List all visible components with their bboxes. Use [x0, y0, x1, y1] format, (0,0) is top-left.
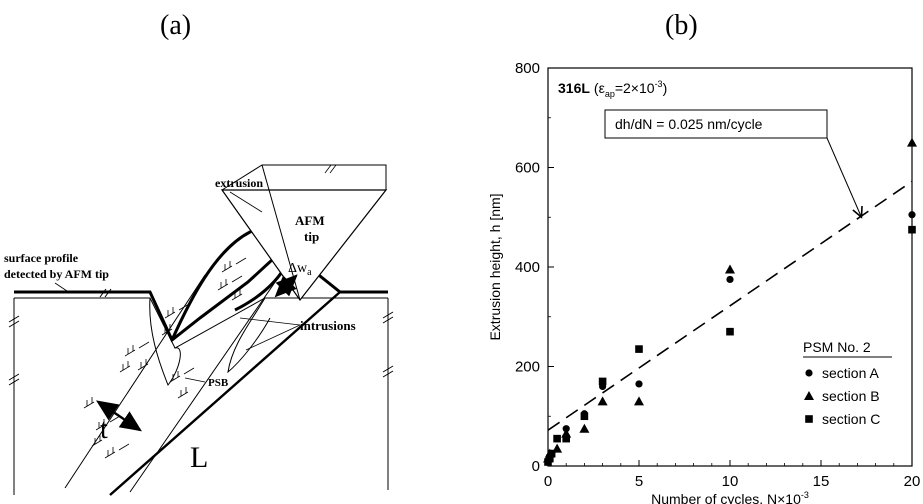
x-tick-label: 15 — [813, 473, 830, 490]
x-axis-label: Number of cycles, N×10-3 — [651, 490, 809, 504]
delta-w-label: Δwa — [288, 261, 312, 278]
afm-tip-icon — [220, 189, 388, 302]
schematic-panel: AFM tip extrusion surface profile detect… — [4, 164, 394, 496]
points-layer — [543, 137, 917, 466]
legend-marker-square — [805, 415, 813, 423]
legend-item-label: section C — [822, 411, 880, 427]
y-tick-label: 400 — [515, 259, 540, 276]
panel-b-label: (b) — [665, 10, 698, 41]
length-L-line — [109, 291, 341, 496]
y-tick-label: 0 — [532, 458, 540, 475]
data-point-section-a — [635, 380, 643, 388]
data-point-section-c — [580, 412, 589, 421]
legend-title: PSM No. 2 — [803, 339, 871, 355]
dislocation-marks — [83, 257, 247, 459]
data-point-section-c — [726, 327, 734, 336]
legend-marker-circle — [805, 369, 813, 377]
chart-title: 316L (εap=2×10-3) — [558, 79, 667, 99]
data-point-section-a — [726, 275, 734, 284]
data-point-section-b — [907, 137, 917, 147]
delta-w-arrow — [274, 274, 298, 298]
x-tick-label: 20 — [904, 473, 921, 490]
data-point-section-c — [635, 345, 643, 353]
extrusion-label: extrusion — [215, 176, 263, 190]
intrusions-label: intrusions — [300, 318, 356, 333]
legend: PSM No. 2 section A section B section C — [803, 339, 892, 427]
x-tick-label: 10 — [722, 473, 739, 490]
data-point-section-b — [725, 264, 735, 274]
data-point-section-b — [597, 396, 608, 406]
data-point-section-c — [547, 449, 556, 458]
afm-tip-label: AFM tip — [295, 213, 328, 244]
data-point-section-c — [908, 225, 916, 234]
legend-item-label: section B — [822, 388, 880, 404]
fit-layer — [547, 180, 913, 431]
data-point-section-c — [562, 434, 570, 443]
fit-label-box: dh/dN = 0.025 nm/cycle — [604, 109, 863, 219]
legend-marker-triangle — [804, 391, 814, 400]
x-tick-label: 0 — [544, 473, 552, 490]
data-point-section-c — [546, 454, 554, 463]
y-tick-label: 600 — [515, 160, 540, 177]
y-tick-label: 200 — [515, 359, 540, 376]
data-point-section-a — [908, 211, 916, 219]
y-axis-label: Extrusion height, h [nm] — [487, 193, 503, 340]
legend-item-label: section A — [822, 365, 879, 381]
surface-profile-label: surface profile detected by AFM tip — [4, 251, 109, 281]
L-label: L — [190, 441, 208, 474]
data-point-section-c — [553, 434, 561, 443]
data-point-section-c — [598, 377, 607, 386]
data-point-section-b — [579, 423, 590, 433]
surface-profile-line — [14, 246, 388, 343]
fit-label: dh/dN = 0.025 nm/cycle — [615, 116, 763, 132]
psb-label: PSB — [208, 377, 229, 389]
fit-leader-arrow — [826, 137, 863, 219]
y-tick-label: 800 — [515, 60, 540, 77]
fit-line — [547, 180, 913, 431]
panel-a-label: (a) — [160, 10, 192, 41]
x-tick-label: 5 — [635, 473, 643, 490]
t-label: t — [100, 414, 108, 445]
thickness-t-arrow — [96, 400, 142, 432]
data-point-section-b — [634, 396, 644, 406]
